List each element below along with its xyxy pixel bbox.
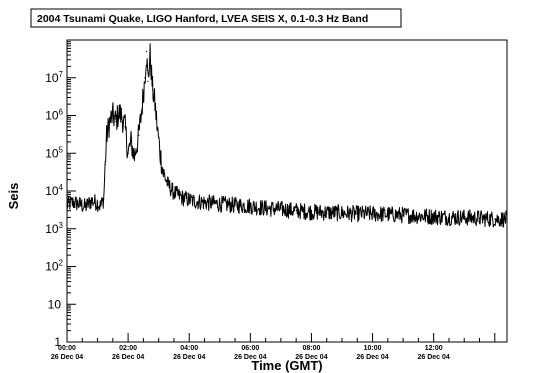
series-point (173, 192, 175, 194)
y-axis-label: Seis (6, 183, 21, 210)
series-point (141, 108, 143, 110)
x-tick-time-label: 12:00 (425, 345, 443, 352)
y-tick-label: 102 (45, 259, 63, 274)
series-point (103, 198, 105, 200)
y-tick-label: 10 (48, 297, 62, 311)
series-point (121, 116, 123, 118)
series-point (387, 213, 389, 215)
series-point (147, 80, 149, 83)
series-point (72, 201, 74, 203)
series-point (145, 50, 148, 52)
series-point (162, 172, 164, 174)
series-point (130, 141, 132, 143)
series-point (127, 152, 129, 154)
series-point (310, 211, 313, 213)
series-point (341, 212, 343, 214)
series-point (182, 197, 184, 199)
series-point (249, 205, 251, 207)
series-point (109, 120, 111, 122)
series-point (133, 156, 135, 158)
chart-title: 2004 Tsunami Quake, LIGO Hanford, LVEA S… (37, 13, 368, 25)
series-point (203, 201, 206, 203)
series-point (96, 202, 99, 204)
series-point (124, 126, 126, 128)
series-point (234, 204, 236, 206)
series-point (159, 152, 161, 154)
x-tick-time-label: 02:00 (119, 345, 137, 352)
x-tick-date-label: 26 Dec 04 (112, 354, 144, 361)
x-tick-time-label: 00:00 (58, 345, 76, 352)
title-frame (30, 8, 402, 28)
series-point (154, 103, 156, 105)
y-tick-label: 1 (54, 335, 61, 349)
x-tick-date-label: 26 Dec 04 (173, 354, 205, 361)
y-tick-label: 104 (45, 183, 63, 198)
series-point (463, 216, 465, 218)
series-point (280, 208, 282, 210)
plot-area: 1 10 102 103 104 105 106 107 00:00 26 Dec 04 02:00… (45, 39, 508, 361)
series-point (417, 215, 419, 217)
series-point (106, 134, 108, 136)
series-point (100, 205, 102, 207)
chart-title-box: 2004 Tsunami Quake, LIGO Hanford, LVEA S… (30, 8, 402, 28)
x-tick-date-label: 26 Dec 04 (356, 354, 388, 361)
series-point (104, 164, 106, 166)
series-point (156, 126, 158, 128)
series-point (506, 218, 508, 220)
series-point (78, 203, 80, 205)
series-point (90, 200, 93, 202)
series-point (265, 207, 267, 209)
series-point (326, 211, 328, 214)
series-point (151, 88, 154, 90)
series-point (494, 218, 496, 220)
series-point (84, 206, 86, 208)
x-axis-label: Time (GMT) (251, 358, 322, 373)
x-tick-date-label: 26 Dec 04 (51, 354, 83, 361)
series-point (402, 214, 404, 216)
series-point (144, 77, 146, 79)
series-point (448, 216, 450, 218)
series-point (295, 210, 297, 212)
x-tick-time-label: 08:00 (302, 345, 320, 352)
series-point (356, 213, 358, 215)
series-point (66, 204, 68, 206)
x-tick-date-label: 26 Dec 04 (234, 354, 266, 361)
y-tick-label: 105 (45, 145, 63, 160)
y-tick-label: 107 (45, 70, 63, 85)
x-tick-time-label: 06:00 (241, 345, 259, 352)
series-point (115, 120, 117, 122)
series-point (118, 111, 120, 114)
series-trace (66, 43, 508, 228)
series-point (433, 215, 435, 218)
series-point (478, 217, 481, 219)
series-point (167, 183, 169, 185)
series-point (112, 114, 114, 117)
series-point (371, 213, 374, 215)
series-point (191, 200, 193, 202)
y-tick-label: 106 (45, 108, 63, 123)
x-tick-date-label: 26 Dec 04 (418, 354, 450, 361)
x-tick-date-label: 26 Dec 04 (295, 354, 327, 361)
series-point (219, 203, 221, 205)
y-tick-label: 103 (45, 221, 63, 236)
series-point (138, 134, 140, 136)
series-point (149, 54, 151, 56)
x-tick-time-label: 10:00 (364, 345, 382, 352)
x-tick-time-label: 04:00 (180, 345, 198, 352)
